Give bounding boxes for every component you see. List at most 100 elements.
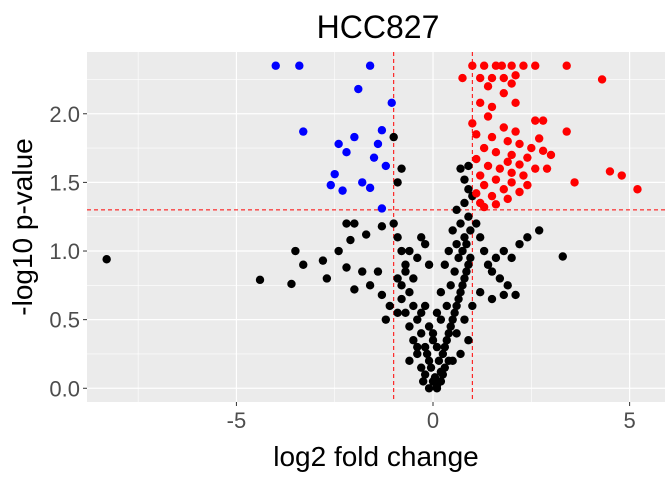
point-ns [440,363,450,372]
point-down [271,61,280,70]
point-up [507,178,516,187]
point-ns [424,356,434,366]
point-ns [405,246,414,256]
point-ns [397,294,406,304]
point-ns [413,315,422,324]
point-ns [458,246,467,256]
point-up [519,61,528,70]
point-ns [385,301,394,311]
point-ns [358,267,367,276]
point-ns [255,275,265,285]
point-ns [444,246,453,256]
point-ns [456,349,465,359]
point-ns [420,239,430,249]
point-up [507,79,516,88]
point-down [350,132,359,142]
point-up [483,82,493,91]
point-ns [401,260,410,269]
point-ns [534,226,544,235]
point-ns [460,274,469,283]
point-up [538,146,548,156]
point-ns [436,377,446,386]
point-ns [460,233,469,242]
point-up [503,137,512,146]
point-up [570,178,579,187]
point-up [491,147,501,157]
point-ns [405,322,414,331]
point-ns [499,246,508,256]
point-up [483,161,493,171]
point-ns [452,239,461,249]
point-ns [454,253,463,263]
point-ns [456,164,465,173]
point-up [507,168,516,177]
point-up [531,164,540,173]
point-up [534,134,544,143]
point-ns [440,342,450,352]
point-up [527,143,536,153]
point-ns [434,356,444,366]
point-ns [424,260,434,269]
point-ns [428,336,438,345]
point-ns [318,256,328,265]
point-down [365,183,375,193]
point-ns [420,370,430,379]
data-points [102,61,642,393]
point-ns [413,349,422,359]
point-up [487,191,497,201]
x-tick-label: -5 [227,408,247,433]
point-ns [499,290,508,300]
point-up [475,98,485,107]
point-ns [401,308,410,317]
point-ns [491,253,501,263]
point-up [562,61,571,70]
point-ns [446,281,455,290]
point-up [562,127,571,136]
point-ns [503,281,512,290]
point-down [354,84,363,94]
point-down [342,147,351,157]
point-ns [464,260,473,269]
point-ns [413,253,422,263]
point-ns [287,279,296,289]
point-up [597,75,607,84]
point-ns [440,260,450,269]
point-ns [389,132,398,142]
point-ns [475,287,485,297]
point-ns [448,315,457,324]
point-ns [322,274,332,283]
point-ns [487,294,497,304]
point-ns [393,233,402,242]
y-tick-label: 1.0 [49,239,80,264]
point-ns [466,226,475,235]
point-up [491,175,501,184]
point-ns [397,281,406,290]
point-down [377,126,387,135]
point-up [507,150,516,160]
point-ns [558,252,567,261]
point-ns [460,315,469,324]
point-up [487,132,497,142]
point-up [503,194,512,204]
point-ns [393,178,402,187]
point-down [358,178,367,187]
point-ns [462,267,471,276]
point-up [617,171,626,180]
point-up [503,157,512,167]
y-tick-label: 2.0 [49,102,80,127]
point-up [499,185,508,194]
point-ns [430,373,440,382]
point-ns [483,260,493,269]
point-ns [365,281,375,290]
point-ns [393,308,402,317]
point-up [479,180,489,190]
point-up [499,73,508,83]
point-ns [438,349,448,359]
point-up [479,202,489,212]
point-up [497,61,507,70]
point-ns [452,301,461,311]
point-ns [397,164,406,173]
x-tick-label: 0 [427,408,439,433]
point-down [381,161,391,171]
